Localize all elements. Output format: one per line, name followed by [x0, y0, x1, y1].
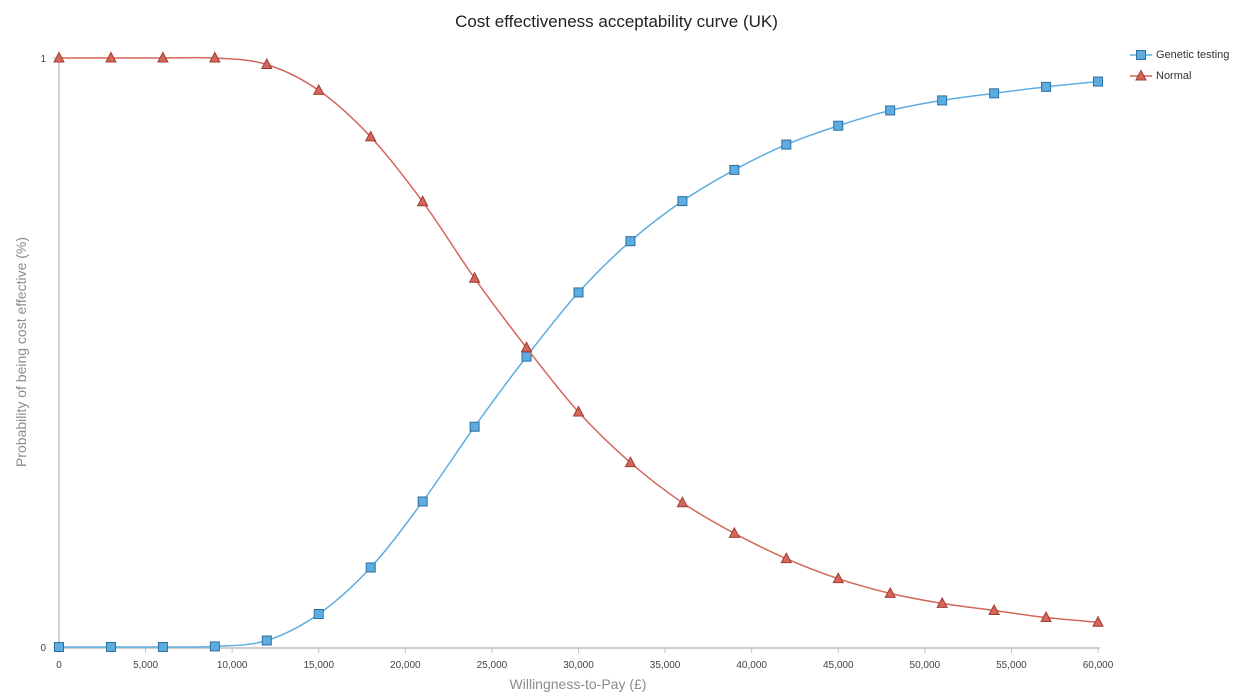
data-point-normal: [416, 195, 429, 207]
legend-marker-normal: [1135, 68, 1147, 80]
series-layer: [53, 51, 1104, 652]
legend-item-genetic-testing: Genetic testing: [1130, 44, 1229, 65]
legend-label-normal: Normal: [1156, 69, 1192, 82]
series-normal: [53, 51, 1104, 627]
x-tick-label: 10,000: [217, 660, 248, 671]
data-point-genetic-testing: [1041, 81, 1052, 92]
y-tick-label: 1: [40, 54, 46, 65]
x-tick-label: 35,000: [650, 660, 681, 671]
x-tick-label: 25,000: [477, 660, 508, 671]
data-point-genetic-testing: [157, 642, 168, 652]
y-axis-label: Probability of being cost effective (%): [13, 236, 29, 468]
x-tick-label: 55,000: [996, 660, 1027, 671]
x-tick-label: 15,000: [303, 660, 334, 671]
data-point-normal: [468, 271, 481, 283]
data-point-normal: [832, 572, 845, 584]
data-point-genetic-testing: [261, 635, 272, 646]
x-tick-label: 0: [56, 660, 62, 671]
x-tick-label: 60,000: [1083, 660, 1114, 671]
axes: 0 5,000 10,000 15,000 20,000 25,000 30,000 35,0…: [40, 54, 1113, 671]
legend-marker-genetic-testing: [1136, 49, 1146, 60]
data-point-normal: [157, 51, 169, 63]
x-tick-label: 30,000: [563, 660, 594, 671]
data-point-genetic-testing: [417, 496, 428, 507]
data-point-normal: [572, 405, 585, 417]
data-point-normal: [624, 456, 637, 468]
data-point-genetic-testing: [729, 164, 740, 175]
series-line-genetic-testing: [59, 80, 1099, 648]
data-point-genetic-testing: [521, 351, 532, 362]
x-tick-label: 50,000: [910, 660, 941, 671]
data-point-normal: [936, 596, 948, 608]
data-point-normal: [728, 526, 741, 538]
data-point-normal: [364, 130, 377, 142]
data-point-normal: [676, 496, 689, 508]
data-point-normal: [780, 552, 793, 564]
data-point-genetic-testing: [105, 642, 116, 652]
data-point-normal: [53, 51, 65, 63]
data-point-normal: [988, 603, 1000, 615]
x-tick-label: 5,000: [133, 660, 158, 671]
data-point-genetic-testing: [365, 562, 376, 573]
x-tick-label: 40,000: [736, 660, 767, 671]
legend-item-normal: Normal: [1130, 65, 1229, 86]
data-point-genetic-testing: [209, 641, 220, 652]
data-point-normal: [520, 341, 533, 353]
data-point-genetic-testing: [1093, 76, 1103, 87]
data-point-normal: [1040, 610, 1052, 623]
legend-label-genetic-testing: Genetic testing: [1156, 48, 1230, 61]
data-point-genetic-testing: [625, 236, 636, 247]
legend: Genetic testing Normal: [1130, 44, 1229, 86]
legend-swatch-genetic-testing: [1130, 49, 1152, 60]
data-point-genetic-testing: [573, 287, 584, 298]
data-point-normal: [884, 586, 897, 598]
legend-swatch-normal: [1130, 68, 1152, 80]
x-tick-label: 45,000: [823, 660, 854, 671]
data-point-genetic-testing: [469, 421, 480, 432]
series-line-normal: [58, 56, 1099, 624]
data-point-normal: [1092, 615, 1104, 627]
data-point-normal: [209, 51, 221, 63]
data-point-genetic-testing: [677, 196, 688, 207]
data-point-genetic-testing: [833, 120, 844, 131]
data-point-genetic-testing: [54, 642, 64, 652]
x-axis-label: Willingness-to-Pay (£): [509, 676, 647, 692]
x-tick-label: 20,000: [390, 660, 421, 671]
data-point-genetic-testing: [989, 88, 1000, 99]
series-genetic-testing: [54, 76, 1103, 652]
y-tick-label: 0: [40, 643, 46, 654]
data-point-normal: [105, 51, 117, 63]
data-point-genetic-testing: [937, 95, 948, 106]
data-point-genetic-testing: [313, 609, 324, 620]
chart-title: Cost effectiveness acceptability curve (…: [455, 12, 778, 31]
data-point-genetic-testing: [781, 139, 792, 150]
data-point-genetic-testing: [885, 105, 896, 116]
data-point-normal: [312, 83, 325, 95]
data-point-normal: [260, 57, 273, 69]
